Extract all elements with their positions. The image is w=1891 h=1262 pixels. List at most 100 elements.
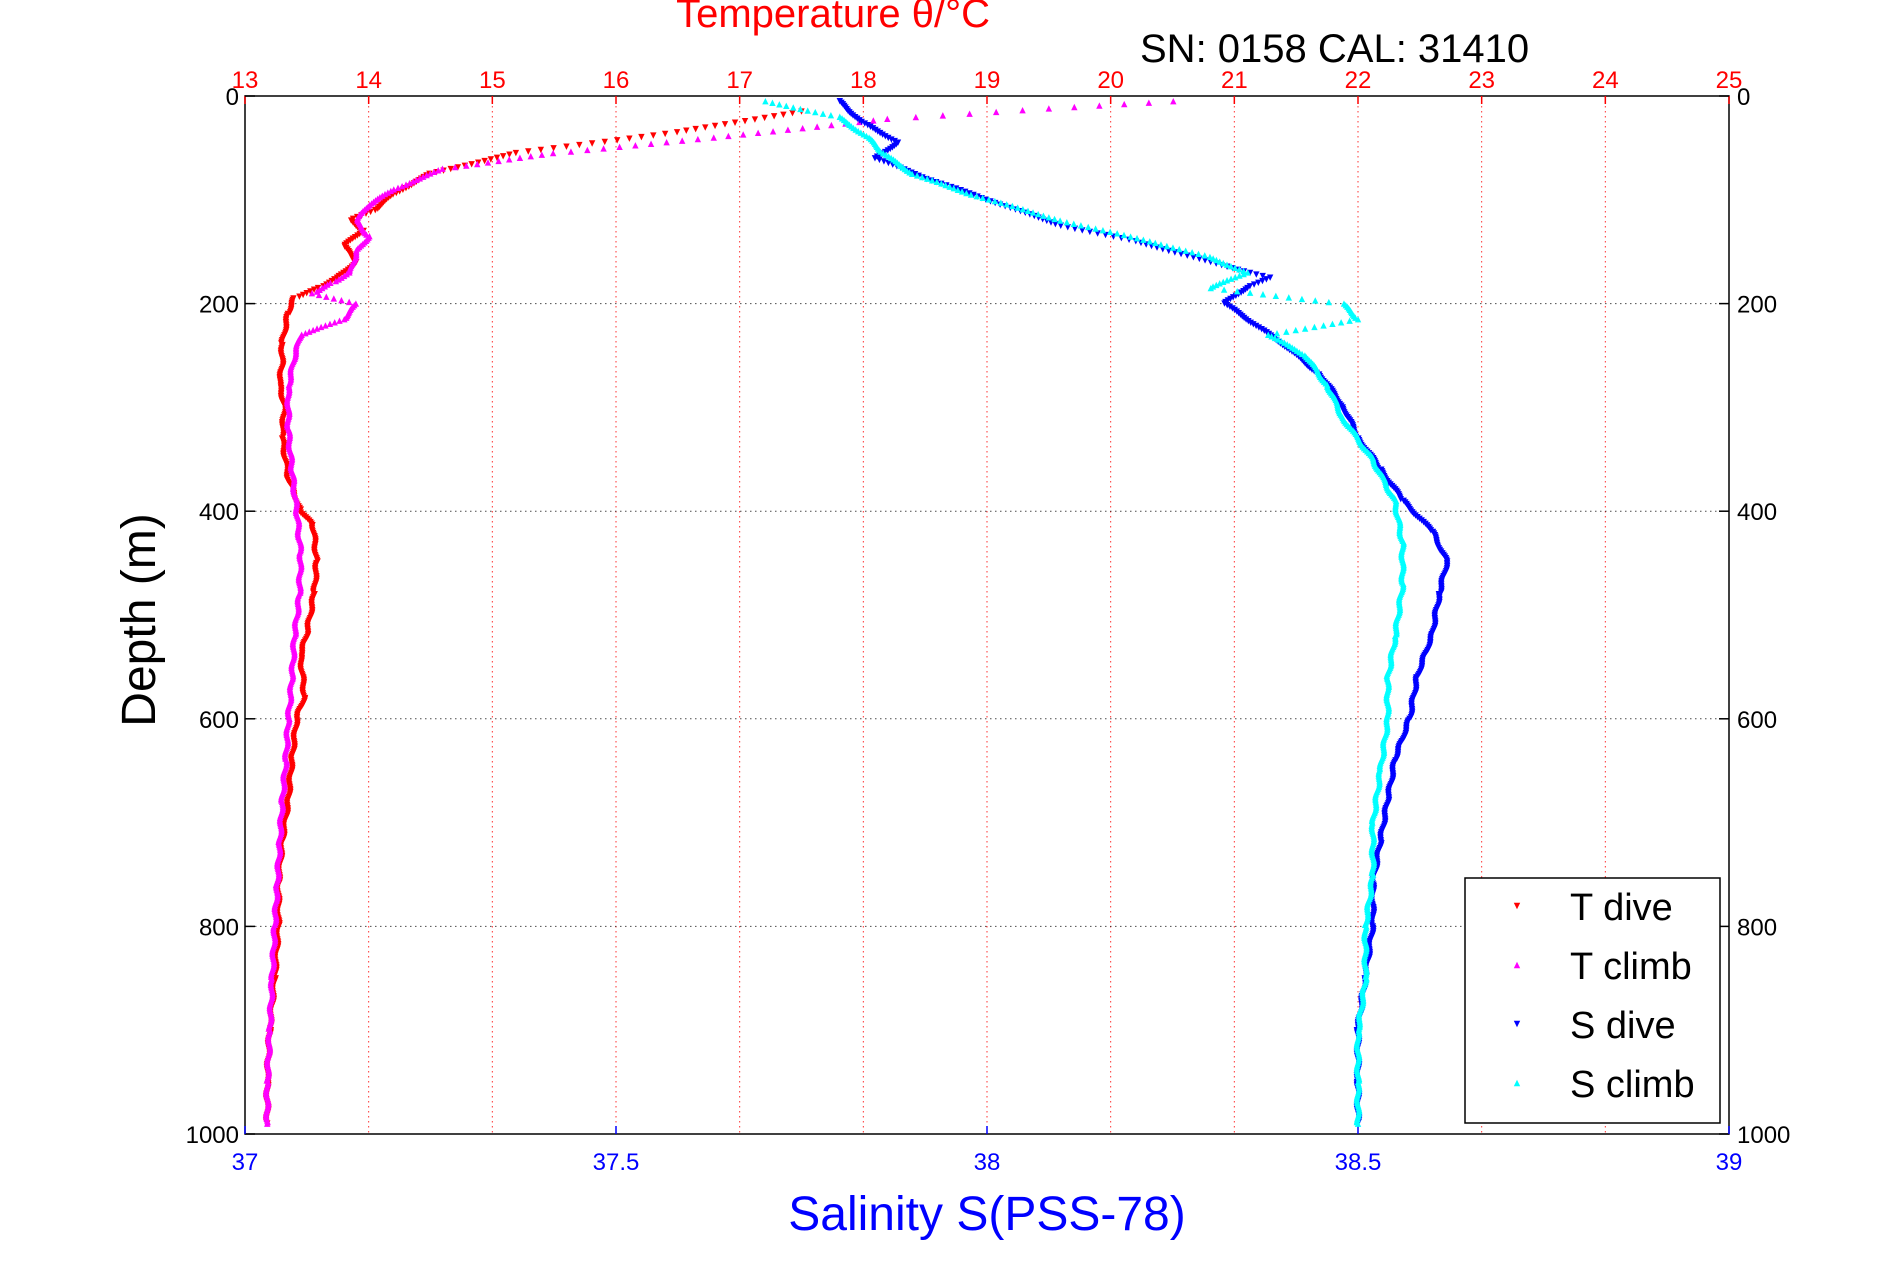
tick-label-right: 400: [1737, 499, 1777, 526]
data-point: [711, 122, 719, 130]
data-point: [1133, 234, 1141, 242]
tick-label-right: 600: [1737, 707, 1777, 734]
data-point: [1354, 1120, 1362, 1127]
data-point: [1213, 256, 1220, 264]
data-point: [398, 183, 406, 190]
data-point: [307, 288, 314, 295]
data-marks: [262, 97, 1451, 1127]
data-point: [613, 137, 621, 144]
data-point: [754, 129, 762, 137]
data-point: [1244, 269, 1251, 276]
tick-label-top: 22: [1345, 67, 1372, 94]
tick-label-top: 17: [726, 67, 753, 94]
data-point: [1232, 273, 1239, 281]
tick-label-right: 800: [1737, 914, 1777, 941]
data-point: [1292, 326, 1299, 334]
data-point: [1259, 272, 1266, 280]
data-point: [1223, 277, 1231, 284]
data-point: [954, 186, 962, 194]
data-point: [1045, 105, 1053, 112]
data-point: [1195, 250, 1202, 257]
data-point: [751, 116, 759, 123]
data-point: [1250, 281, 1258, 288]
data-point: [1120, 231, 1128, 239]
data-point: [789, 109, 796, 117]
legend-marker: [1513, 902, 1521, 910]
data-point: [1246, 289, 1254, 296]
data-point: [710, 134, 717, 141]
tick-label-top: 13: [232, 67, 259, 94]
data-point: [762, 97, 769, 105]
y-axis-label: Depth (m): [113, 513, 166, 726]
data-point: [797, 105, 804, 113]
data-point: [1034, 210, 1042, 218]
data-point: [1056, 217, 1064, 224]
tick-label-top: 21: [1221, 67, 1248, 94]
data-point: [1231, 264, 1239, 271]
tick-label-top: 24: [1592, 67, 1619, 94]
data-point: [406, 179, 413, 187]
data-point: [317, 323, 325, 331]
data-point: [1312, 297, 1319, 304]
data-point: [1236, 266, 1243, 273]
tick-label-top: 19: [974, 67, 1001, 94]
legend-label: T climb: [1570, 946, 1692, 988]
data-point: [1253, 271, 1260, 278]
data-point: [306, 328, 313, 335]
data-point: [1272, 292, 1280, 300]
data-point: [924, 175, 931, 182]
data-point: [1259, 277, 1266, 285]
data-point: [516, 154, 524, 161]
data-point: [419, 173, 427, 180]
data-point: [1040, 212, 1047, 219]
data-point: [413, 176, 420, 184]
data-point: [1127, 233, 1134, 240]
data-point: [1311, 323, 1318, 331]
data-point: [661, 130, 669, 138]
data-point: [550, 145, 557, 152]
legend-marker: [1513, 1079, 1521, 1087]
data-point: [776, 101, 783, 108]
data-point: [326, 320, 334, 328]
data-point: [1266, 274, 1274, 281]
data-point: [979, 194, 986, 202]
data-point: [1233, 287, 1241, 295]
data-point: [1099, 226, 1107, 234]
data-point: [1165, 247, 1172, 255]
data-point: [1045, 214, 1053, 221]
data-point: [601, 138, 608, 146]
data-point: [1397, 495, 1404, 503]
data-point: [1227, 275, 1235, 282]
data-point: [1301, 325, 1309, 332]
data-point: [692, 125, 699, 133]
data-point: [1220, 259, 1227, 267]
data-point: [769, 99, 776, 106]
data-point: [1259, 291, 1267, 298]
data-point: [1014, 204, 1021, 211]
data-point: [1213, 281, 1220, 289]
data-point: [430, 168, 438, 176]
data-point: [761, 114, 768, 122]
data-point: [813, 123, 821, 130]
tick-label-left: 800: [199, 914, 239, 941]
data-point: [537, 146, 545, 154]
data-point: [985, 196, 993, 203]
data-point: [313, 325, 321, 332]
data-point: [427, 170, 434, 177]
legend-label: S climb: [1570, 1064, 1695, 1106]
data-point: [638, 133, 645, 141]
data-point: [1184, 252, 1191, 259]
data-point: [1051, 215, 1058, 223]
series-t-climb: [262, 97, 1177, 1127]
data-point: [673, 129, 681, 136]
data-point: [1092, 225, 1099, 232]
data-point: [439, 165, 446, 172]
data-point: [1019, 206, 1027, 213]
data-point: [1220, 286, 1228, 293]
data-point: [827, 112, 835, 119]
data-point: [1207, 284, 1214, 292]
data-point: [663, 138, 670, 146]
chart-title: Temperature θ/°C: [676, 0, 990, 36]
data-point: [632, 142, 639, 149]
